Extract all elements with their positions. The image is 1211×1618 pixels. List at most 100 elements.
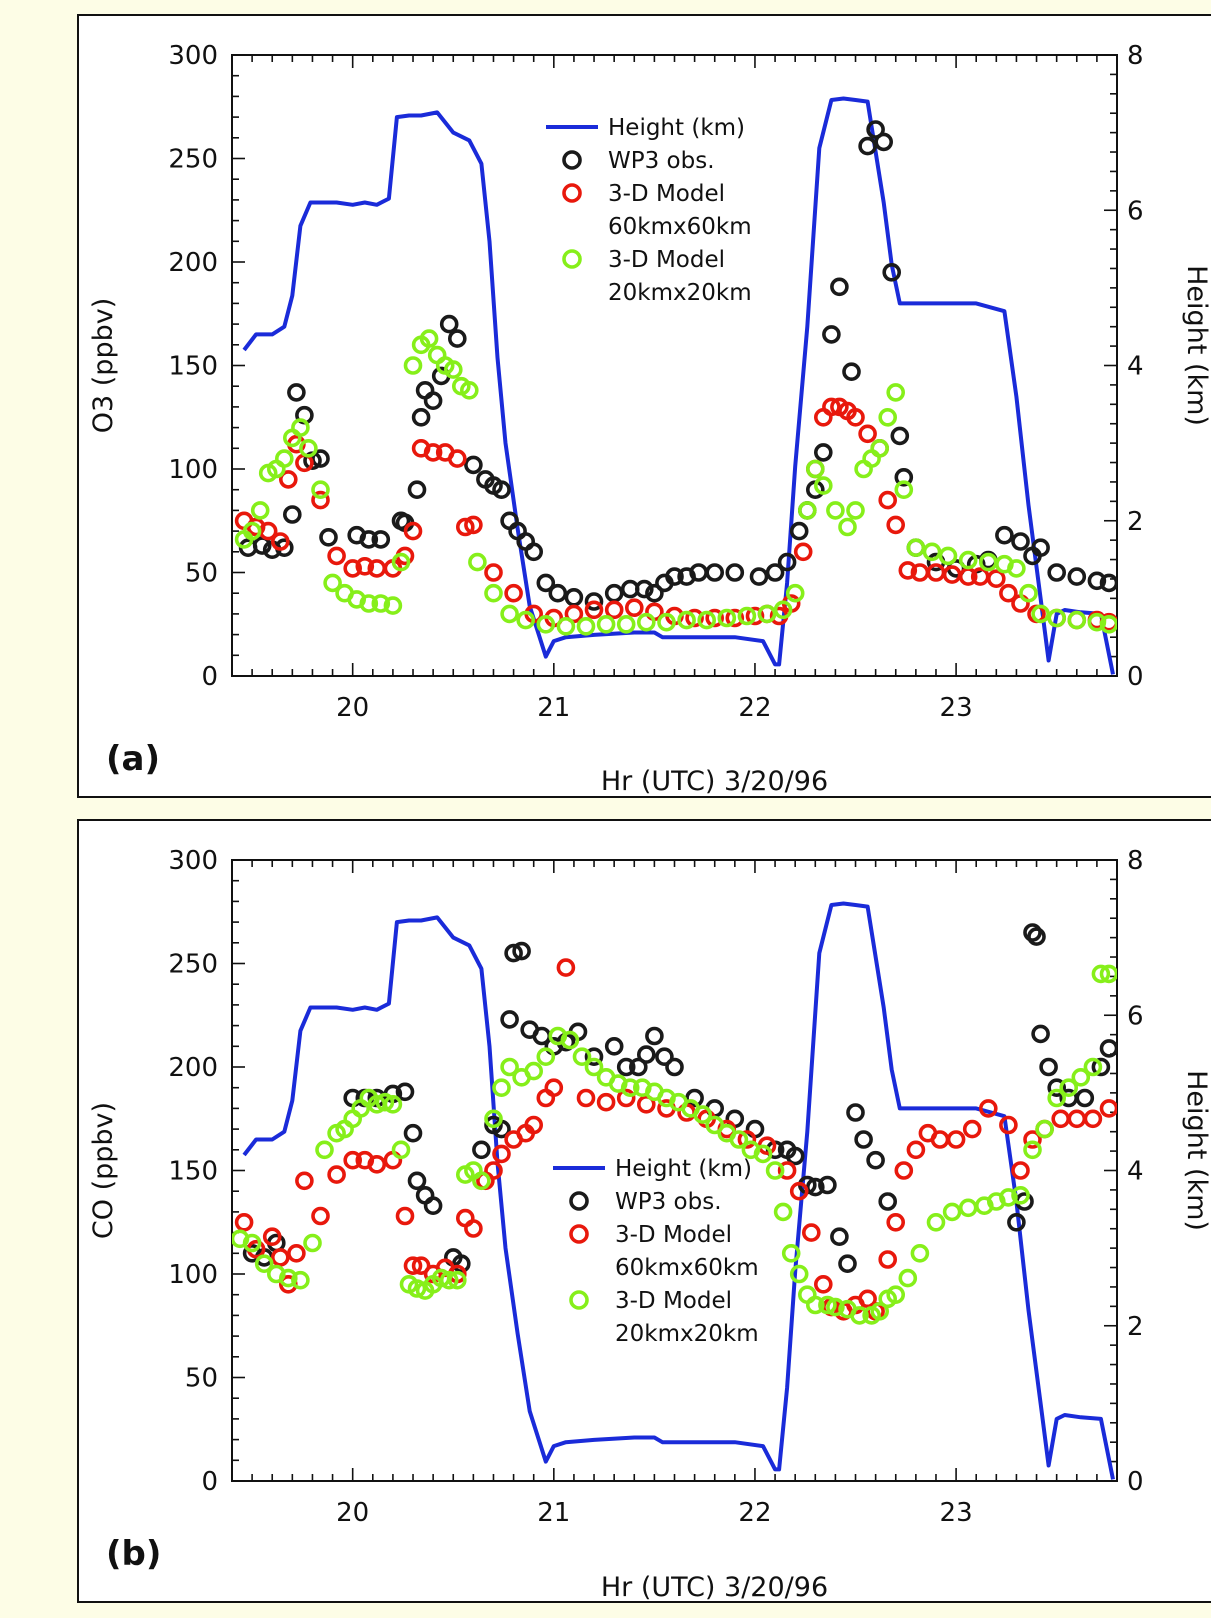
data-point	[278, 470, 298, 489]
panel-a-frame	[77, 14, 1211, 798]
x-tick-label: 23	[940, 1498, 973, 1528]
y2-tick-label: 4	[1127, 352, 1144, 382]
data-point	[737, 606, 757, 626]
data-point	[995, 525, 1014, 545]
data-point	[813, 1275, 833, 1294]
x-tick-label: 20	[336, 1498, 369, 1528]
data-point	[938, 546, 958, 566]
data-point	[850, 1306, 869, 1325]
data-point	[846, 1103, 865, 1122]
data-point	[536, 573, 556, 593]
data-point	[411, 407, 431, 427]
data-point	[242, 521, 262, 541]
data-point	[886, 1285, 906, 1304]
data-point	[878, 490, 898, 510]
data-point	[1023, 923, 1042, 942]
data-point	[999, 1115, 1018, 1135]
y-tick-label: 100	[168, 1260, 218, 1290]
data-point	[636, 612, 656, 632]
x-tick-label: 23	[940, 693, 973, 723]
x-tick-label: 22	[738, 1498, 771, 1528]
data-point	[576, 616, 596, 636]
data-point	[572, 1047, 592, 1066]
legend: Height (km) WP3 obs. 3-D Model 60kmx60km 3-D…	[553, 1156, 759, 1347]
y-tick-label: 100	[168, 455, 218, 485]
data-point	[697, 610, 717, 630]
data-point	[1035, 1119, 1054, 1139]
legend-swatch-2	[562, 183, 582, 203]
data-point	[391, 552, 411, 572]
data-point	[1091, 964, 1111, 984]
data-point	[524, 1061, 544, 1081]
legend-label-3: 20kmx20km	[615, 1321, 759, 1347]
data-point	[636, 1045, 656, 1064]
legend-swatch-1	[562, 150, 582, 170]
data-point	[737, 1130, 757, 1149]
data-point	[359, 530, 379, 549]
x-axis-label: Hr (UTC) 3/20/96	[601, 1572, 828, 1603]
data-point	[717, 608, 737, 628]
series-wp3-obs	[242, 923, 1117, 1273]
y-tick-label: 200	[168, 248, 218, 278]
data-point	[270, 532, 290, 551]
data-point	[287, 383, 306, 402]
legend-swatch-3	[562, 249, 582, 269]
data-point	[311, 490, 330, 510]
data-point	[665, 1057, 684, 1077]
data-point	[451, 1254, 471, 1273]
series-model-20km	[234, 329, 1117, 636]
data-point	[1047, 563, 1066, 582]
y2-axis-label: Height (km)	[1181, 265, 1211, 426]
data-point	[773, 1202, 793, 1222]
data-point	[492, 480, 511, 500]
data-point	[242, 1233, 262, 1253]
data-point	[665, 567, 684, 586]
data-point	[922, 542, 942, 562]
data-point	[596, 1092, 616, 1112]
data-point	[343, 559, 363, 578]
legend-swatch-3	[569, 1290, 589, 1310]
data-point	[765, 563, 785, 582]
data-point	[447, 449, 467, 468]
data-point	[447, 329, 467, 348]
data-point	[1039, 1057, 1058, 1077]
data-point	[789, 1181, 809, 1201]
data-point	[789, 1264, 809, 1284]
data-point	[270, 1248, 290, 1267]
data-point	[234, 1213, 254, 1232]
data-point	[705, 608, 725, 628]
legend-label-2: 3-D Model	[608, 181, 725, 207]
data-point	[403, 1123, 423, 1143]
data-point	[898, 561, 918, 580]
data-point	[439, 1270, 459, 1290]
data-point	[407, 480, 427, 500]
data-point	[1007, 559, 1026, 578]
data-point	[1087, 612, 1107, 632]
data-point	[634, 579, 654, 599]
data-point	[1023, 1130, 1042, 1149]
y-axis-label: O3 (ppbv)	[88, 298, 119, 433]
data-point	[616, 614, 636, 634]
y-tick-label: 250	[168, 145, 218, 175]
data-point	[693, 1105, 713, 1124]
data-point	[870, 1302, 890, 1321]
y2-tick-label: 2	[1127, 1312, 1144, 1342]
data-point	[826, 501, 845, 520]
data-point	[443, 360, 463, 379]
data-point	[890, 426, 910, 446]
x-tick-label: 21	[537, 693, 570, 723]
data-point	[419, 329, 439, 348]
data-point	[544, 1078, 564, 1097]
legend-label-0: Height (km)	[608, 115, 745, 141]
data-point	[781, 1244, 801, 1263]
data-point	[725, 563, 745, 582]
data-point	[423, 443, 443, 462]
legend-label-0: Height (km)	[615, 1156, 752, 1182]
data-point	[1099, 1099, 1117, 1118]
data-point	[500, 1010, 519, 1029]
x-axis-label: Hr (UTC) 3/20/96	[601, 766, 828, 797]
data-point	[1067, 567, 1087, 586]
data-point	[765, 1161, 785, 1180]
data-point	[749, 567, 769, 586]
y-tick-label: 150	[168, 1157, 218, 1187]
